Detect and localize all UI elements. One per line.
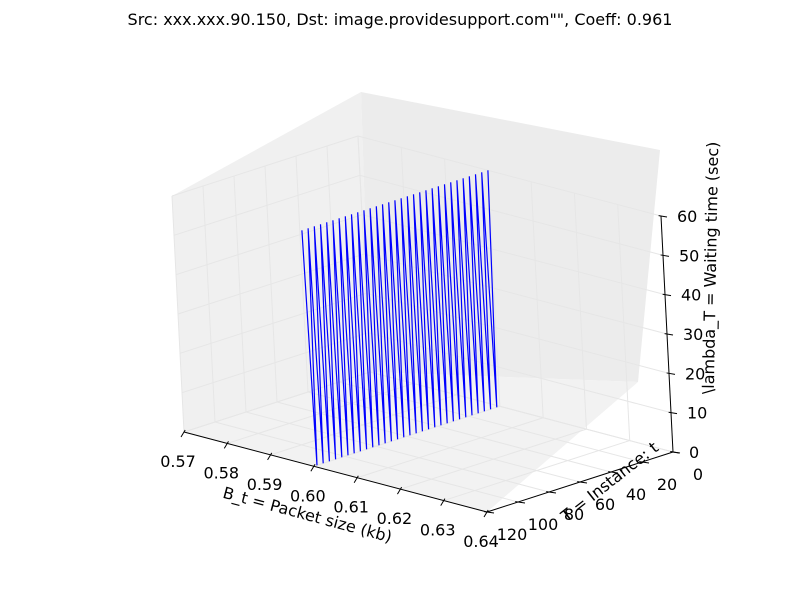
grid-line [173, 174, 361, 236]
y-tick-label: 100 [528, 515, 559, 534]
series-group [301, 170, 498, 466]
axis-ticks: 0.57 0.58 0.59 0.60 0.61 0.62 0.63 0.64 0 20 40 60 8… [160, 207, 707, 551]
y-tick-mark [546, 491, 557, 494]
z-tick-mark [660, 254, 670, 257]
z-axis-label: \lambda_T = Waiting time (sec) [699, 141, 723, 394]
grid-line [177, 253, 365, 315]
y-tick-mark [484, 511, 495, 514]
x-tick-mark [180, 429, 186, 438]
x-tick-label: 0.63 [420, 521, 456, 540]
series-line-0 [301, 170, 498, 466]
x-tick-label: 0.57 [160, 452, 196, 471]
z-tick-label: 40 [681, 286, 701, 305]
y-tick-label: 80 [564, 505, 584, 524]
back-pane-yz [172, 92, 370, 432]
z-tick-mark [664, 333, 674, 336]
z-tick-mark [670, 451, 680, 454]
x-tick-mark [353, 475, 359, 483]
z-tick-mark [658, 215, 668, 218]
y-tick-mark [577, 481, 588, 484]
grid-line [359, 174, 664, 256]
x-tick-label: 0.62 [377, 509, 413, 528]
z-tick-mark [668, 411, 678, 415]
grid-line [367, 332, 672, 414]
z-tick-label: 60 [677, 207, 697, 226]
x-axis-line [183, 431, 488, 513]
z-tick-mark [662, 293, 672, 297]
x-tick-label: 0.58 [203, 463, 239, 482]
y-tick-mark [608, 471, 619, 474]
x-tick-mark [223, 441, 229, 449]
y-tick-label: 60 [595, 495, 615, 514]
grid-line [214, 421, 519, 503]
y-tick-mark [639, 461, 650, 464]
z-tick-label: 20 [685, 364, 705, 383]
y-tick-label: 0 [693, 465, 703, 484]
grid-line [179, 292, 367, 354]
z-tick-label: 10 [687, 404, 707, 423]
y-tick-label: 120 [497, 525, 528, 544]
grid-line [175, 214, 363, 276]
x-tick-label: 0.60 [290, 486, 326, 505]
y-tick-mark [515, 501, 526, 504]
x-tick-label: 0.64 [463, 532, 499, 551]
z-tick-mark [666, 372, 676, 375]
x-tick-mark [267, 452, 273, 461]
grid-line [365, 292, 670, 374]
x-tick-label: 0.61 [333, 498, 369, 517]
grid-line [171, 135, 359, 197]
z-tick-label: 30 [683, 325, 703, 344]
z-tick-label: 50 [679, 246, 699, 265]
grid-line [357, 135, 662, 217]
z-tick-label: 0 [689, 443, 699, 462]
axes-panes [172, 92, 660, 512]
grid-line [361, 214, 666, 296]
y-tick-label: 40 [626, 485, 646, 504]
x-tick-mark [396, 486, 403, 495]
grid-line [245, 411, 550, 493]
back-pane-xz [361, 92, 660, 382]
chart-title: Src: xxx.xxx.90.150, Dst: image.provides… [128, 10, 673, 29]
x-tick-mark [483, 509, 489, 518]
x-tick-mark [440, 498, 446, 506]
x-tick-label: 0.59 [247, 475, 283, 494]
x-tick-mark [310, 464, 316, 472]
grid-line [363, 253, 668, 335]
y-tick-label: 20 [657, 475, 677, 494]
